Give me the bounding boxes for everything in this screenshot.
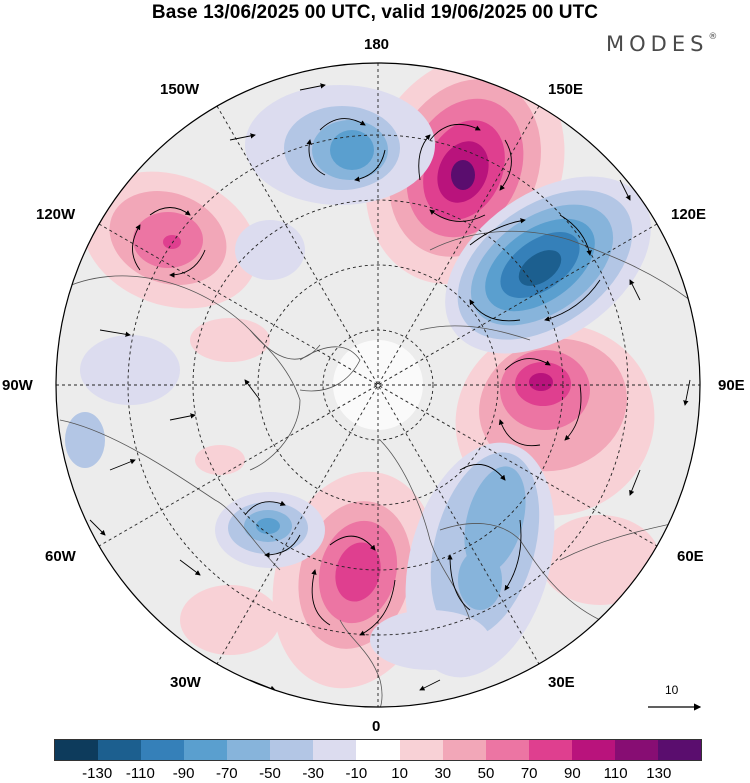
modes-logo: MODES® — [606, 32, 717, 56]
colorbar-tick-label: 70 — [520, 765, 538, 782]
colorbar-swatch — [657, 740, 701, 760]
colorbar-swatch — [184, 740, 228, 760]
colorbar-swatch — [98, 740, 142, 760]
coastlines — [59, 230, 691, 707]
positive-anomaly-120w — [82, 171, 258, 309]
lon-label-150e: 150E — [548, 81, 584, 98]
map-boundary — [55, 62, 701, 708]
colorbar-tick-label: -30 — [302, 765, 325, 782]
meridians — [56, 63, 700, 707]
lon-label-90w: 90W — [2, 377, 33, 394]
lon-label-120w: 120W — [36, 206, 76, 223]
colorbar-tick-label: -130 — [82, 765, 113, 782]
colorbar-swatch — [55, 740, 99, 760]
map-title: Base 13/06/2025 00 UTC, valid 19/06/2025… — [151, 2, 599, 23]
colorbar-tick-label: -90 — [172, 765, 195, 782]
lon-label-30e: 30E — [548, 674, 575, 691]
wind-vectors — [89, 83, 691, 691]
negative-anomaly-120e — [445, 176, 651, 354]
colorbar-swatch — [141, 740, 185, 760]
colorbar-tick-label: 30 — [434, 765, 452, 782]
negative-anomaly-170w — [245, 85, 435, 205]
colorbar-tick-label: 130 — [646, 765, 672, 782]
colorbar-swatch — [313, 740, 357, 760]
colorbar-tick-label: -10 — [345, 765, 368, 782]
colorbar-swatch — [442, 740, 486, 760]
colorbar-swatch — [270, 740, 314, 760]
colorbar-tick-label: 50 — [477, 765, 495, 782]
colorbar-swatch — [528, 740, 572, 760]
colorbar-tick-label: 10 — [391, 765, 408, 782]
brand-text: MODES — [606, 32, 709, 56]
lon-label-30w: 30W — [170, 674, 201, 691]
colorbar-swatch — [227, 740, 271, 760]
lon-label-0: 0 — [372, 718, 381, 735]
colorbar-swatch — [571, 740, 615, 760]
lon-label-180: 180 — [364, 36, 390, 53]
registered-mark: ® — [708, 32, 718, 42]
anomaly-field — [56, 63, 700, 707]
colorbar-swatch — [485, 740, 529, 760]
colorbar-tick-label: -50 — [259, 765, 281, 782]
negative-anomaly-60w — [215, 492, 325, 568]
lon-label-120e: 120E — [671, 206, 707, 223]
colorbar-swatch — [356, 740, 400, 760]
colorbar-tick-label: 110 — [603, 765, 628, 782]
colorbar-tick-label: 90 — [564, 765, 581, 782]
colorbar-tick-label: -70 — [215, 765, 238, 782]
colorbar-swatch — [614, 740, 658, 760]
colorbar-tick-label: -110 — [125, 765, 155, 782]
weak-positive-areas — [180, 318, 660, 655]
lon-label-60e: 60E — [677, 548, 704, 565]
colorbar-swatch — [399, 740, 443, 760]
weak-negative-areas — [65, 220, 490, 670]
lon-label-60w: 60W — [45, 548, 76, 565]
lon-label-150w: 150W — [160, 81, 200, 98]
reference-vector-value: 10 — [665, 683, 679, 697]
lon-label-90e: 90E — [718, 377, 745, 394]
colorbar — [54, 739, 702, 761]
negative-anomaly-europe — [405, 442, 555, 678]
